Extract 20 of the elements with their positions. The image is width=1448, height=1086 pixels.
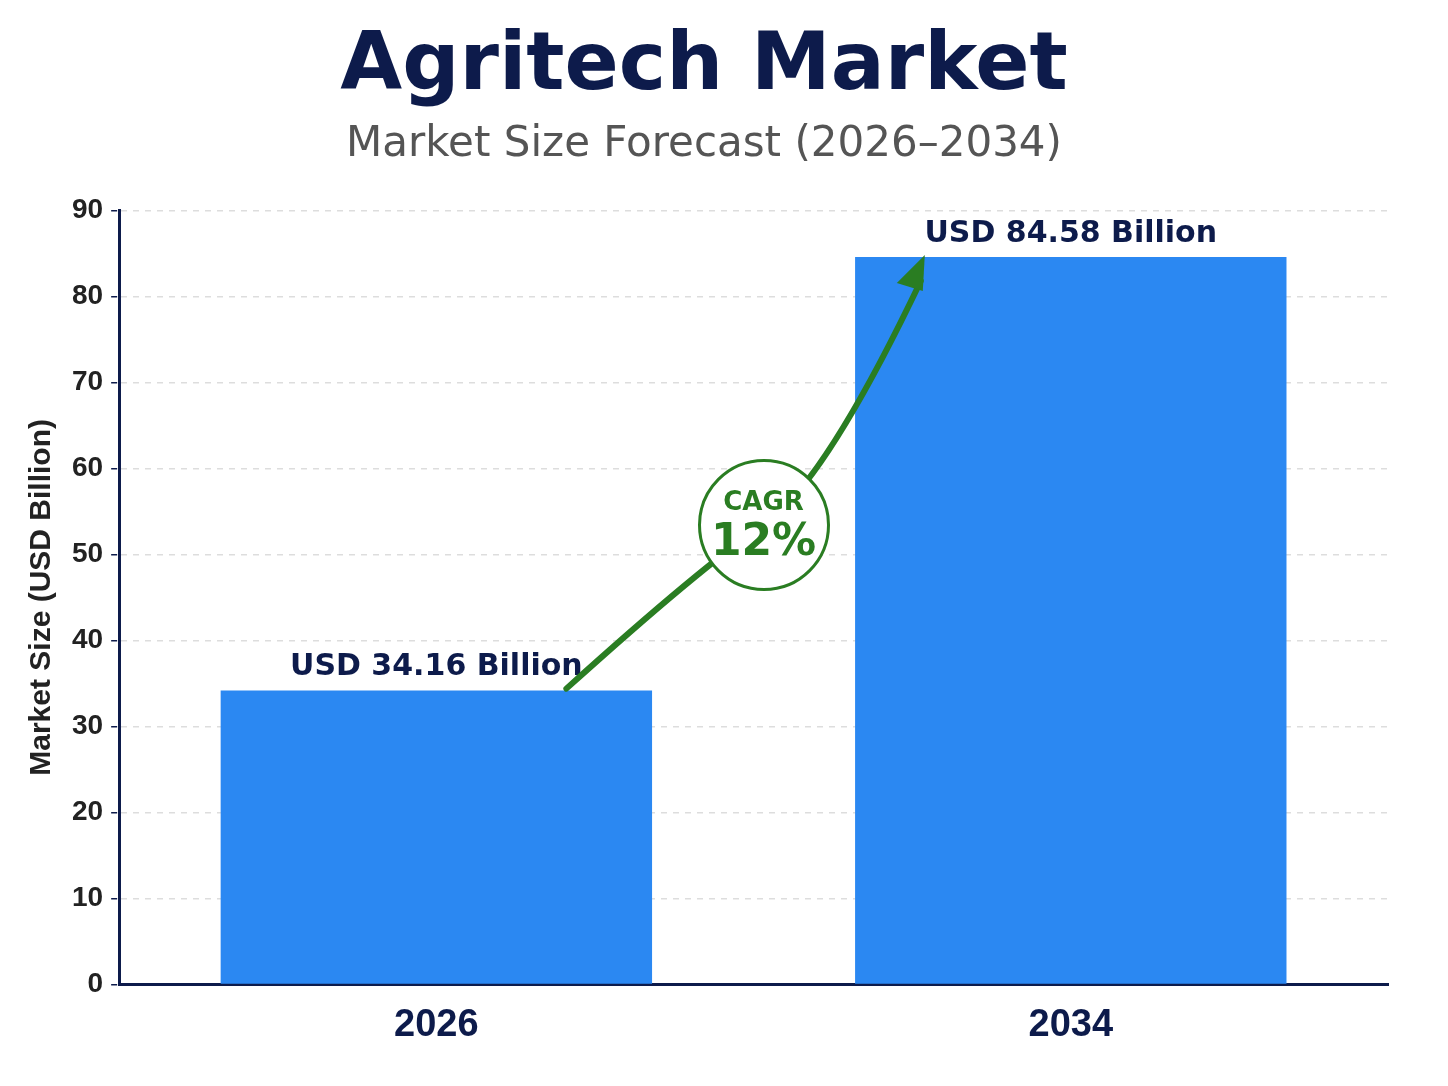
circle-badge: CAGR 12% (697, 458, 830, 591)
data-label: USD 84.58 Billion (924, 213, 1218, 249)
chart-subtitle: Market Size Forecast (2026–2034) (346, 117, 1062, 167)
y-tick-label: 0 (87, 967, 104, 999)
y-tick-label: 70 (71, 365, 104, 397)
chart-title: Agritech Market (340, 14, 1068, 108)
y-tick-label: 80 (71, 279, 104, 311)
y-tick-label: 60 (71, 451, 104, 483)
y-tick-label: 30 (71, 709, 104, 741)
y-tick-label: 50 (71, 537, 104, 569)
x-tick-label: 2026 (394, 1001, 479, 1044)
annotation: 12% (710, 513, 817, 565)
annotation: CAGR (723, 485, 804, 516)
data-label: USD 34.16 Billion (290, 647, 583, 683)
x-tick-label: 2034 (1028, 1001, 1114, 1044)
y-tick-label: 90 (71, 193, 104, 225)
y-tick-label: 10 (71, 881, 104, 913)
y-tick-label: 40 (71, 623, 104, 655)
y-tick-label: 20 (71, 795, 104, 827)
y-axis-title: Market Size (USD Billion) (23, 419, 57, 776)
